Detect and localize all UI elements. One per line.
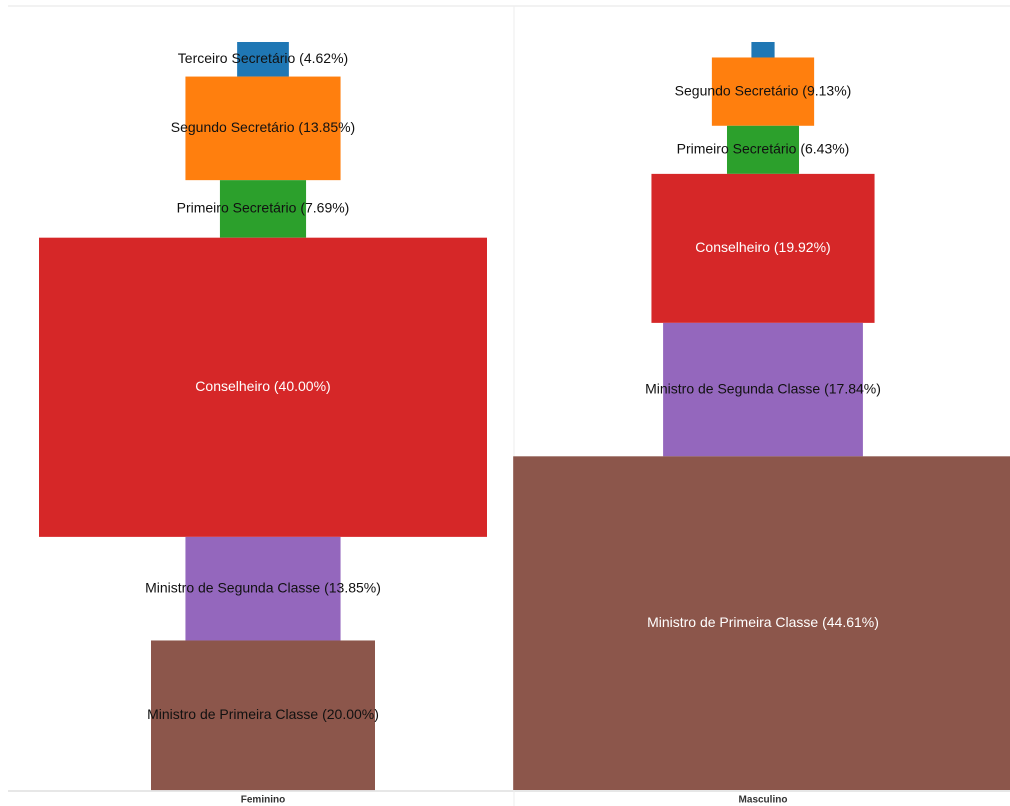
data-label: Segundo Secretário (9.13%) [675,82,852,98]
segment [219,180,307,238]
segment [185,536,341,641]
segment [751,42,775,58]
segment [513,456,1010,790]
data-label: Ministro de Segunda Classe (17.84%) [645,380,881,396]
data-label: Ministro de Segunda Classe (13.85%) [145,579,381,595]
data-label: Segundo Secretário (13.85%) [171,119,355,135]
data-label: Conselheiro (19.92%) [695,239,830,255]
data-label: Terceiro Secretário (4.62%) [178,50,348,66]
x-tick-label: Masculino [739,795,788,806]
segment [237,42,289,77]
data-label: Ministro de Primeira Classe (20.00%) [147,706,379,722]
segment [711,57,815,126]
segment [726,125,800,174]
segment [151,640,375,791]
segment [651,173,875,323]
segment [185,76,341,181]
segment [663,322,863,457]
segment [39,237,487,537]
data-label: Primeiro Secretário (7.69%) [177,200,350,216]
data-label: Primeiro Secretário (6.43%) [677,141,850,157]
data-label: Ministro de Primeira Classe (44.61%) [647,614,879,630]
data-label: Conselheiro (40.00%) [195,378,330,394]
x-tick-label: Feminino [241,795,285,806]
